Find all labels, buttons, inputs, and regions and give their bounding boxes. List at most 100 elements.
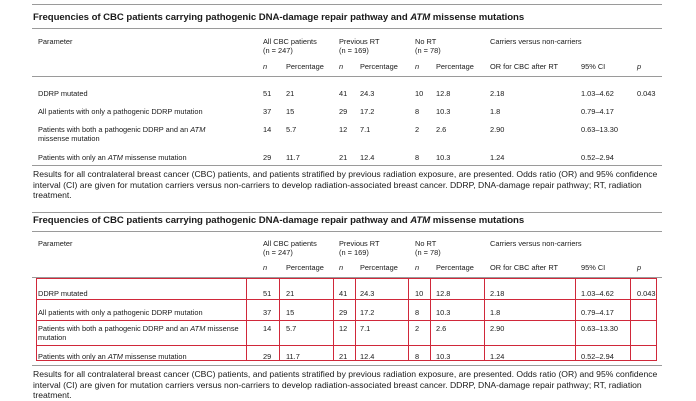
- subheader-p: p: [637, 263, 642, 272]
- table-bottom-rule: [32, 365, 662, 366]
- grid-vline: [279, 278, 280, 360]
- row-ddrp-rt-pct: 24.3: [360, 89, 375, 98]
- subheader-nort-n: n: [415, 263, 420, 272]
- subheader-or: OR for CBC after RT: [490, 263, 559, 272]
- row-ddrp-or: 2.18: [490, 89, 505, 98]
- row-ddrp-or: 2.18: [490, 289, 505, 298]
- subheader-rt-pct: Percentage: [360, 263, 398, 272]
- row-only-atm-all-n: 29: [263, 153, 272, 162]
- row-both-parameter: Patients with both a pathogenic DDRP and…: [38, 324, 239, 342]
- row-ddrp-nort-n: 10: [415, 89, 424, 98]
- row-only-atm-rt-n: 21: [339, 352, 348, 361]
- row-ddrp-ci: 1.03–4.62: [581, 89, 614, 98]
- row-only-ddrp-nort-pct: 10.3: [436, 107, 451, 116]
- row-only-atm-all-n: 29: [263, 352, 272, 361]
- grid-vline: [630, 278, 631, 360]
- grid-vline: [430, 278, 431, 360]
- row-only-ddrp-rt-n: 29: [339, 107, 348, 116]
- row-only-atm-rt-n: 21: [339, 153, 348, 162]
- subheader-all-n: n: [263, 263, 268, 272]
- row-both-nort-n: 2: [415, 324, 420, 333]
- subheader-rt-n: n: [339, 263, 344, 272]
- grid-hline: [36, 345, 657, 346]
- row-both-or: 2.90: [490, 324, 505, 333]
- subheader-nort-pct: Percentage: [436, 263, 474, 272]
- header-all-cbc: All CBC patients: [263, 37, 317, 46]
- header-previous-rt: Previous RT: [339, 239, 380, 248]
- subheader-nort-n: n: [415, 62, 420, 71]
- row-only-atm-all-pct: 11.7: [286, 352, 300, 361]
- subheader-rt-n: n: [339, 62, 344, 71]
- subheader-nort-pct: Percentage: [436, 62, 474, 71]
- row-only-ddrp-or: 1.8: [490, 107, 501, 116]
- row-both-rt-n: 12: [339, 125, 348, 134]
- row-ddrp-nort-pct: 12.8: [436, 289, 451, 298]
- row-both-rt-pct: 7.1: [360, 125, 371, 134]
- row-ddrp-p: 0.043: [637, 89, 656, 98]
- subheader-all-pct: Percentage: [286, 263, 324, 272]
- row-only-ddrp-nort-n: 8: [415, 308, 420, 317]
- row-only-atm-or: 1.24: [490, 352, 505, 361]
- header-carriers: Carriers versus non-carriers: [490, 239, 582, 248]
- grid-vline: [408, 278, 409, 360]
- row-only-atm-rt-pct: 12.4: [360, 153, 375, 162]
- header-rule: [32, 76, 662, 77]
- row-only-ddrp-or: 1.8: [490, 308, 501, 317]
- row-both-ci: 0.63–13.30: [581, 125, 618, 134]
- row-both-or: 2.90: [490, 125, 505, 134]
- header-previous-rt-n: (n = 169): [339, 46, 369, 55]
- grid-vline: [246, 278, 247, 360]
- row-ddrp-all-pct: 21: [286, 89, 295, 98]
- row-ddrp-all-n: 51: [263, 289, 272, 298]
- row-ddrp-rt-n: 41: [339, 89, 348, 98]
- header-all-cbc-n: (n = 247): [263, 248, 293, 257]
- table-caption: Results for all contralateral breast can…: [33, 369, 658, 400]
- row-ddrp-ci: 1.03–4.62: [581, 289, 614, 298]
- row-only-atm-all-pct: 11.7: [286, 153, 300, 162]
- table-bottom-rule: [32, 165, 662, 166]
- row-only-ddrp-all-pct: 15: [286, 308, 295, 317]
- row-ddrp-parameter: DDRP mutated: [38, 289, 88, 298]
- row-only-ddrp-all-pct: 15: [286, 107, 295, 116]
- row-both-all-n: 14: [263, 324, 272, 333]
- row-ddrp-nort-pct: 12.8: [436, 89, 451, 98]
- row-only-ddrp-all-n: 37: [263, 107, 272, 116]
- row-ddrp-all-n: 51: [263, 89, 272, 98]
- table-top-rule: [32, 212, 662, 213]
- row-only-atm-parameter: Patients with only an ATM missense mutat…: [38, 352, 187, 361]
- row-only-atm-ci: 0.52–2.94: [581, 153, 614, 162]
- table-caption: Results for all contralateral breast can…: [33, 169, 658, 200]
- row-only-ddrp-rt-n: 29: [339, 308, 348, 317]
- row-only-ddrp-nort-pct: 10.3: [436, 308, 451, 317]
- row-only-ddrp-parameter: All patients with only a pathogenic DDRP…: [38, 308, 203, 317]
- header-no-rt: No RT: [415, 37, 437, 46]
- row-ddrp-all-pct: 21: [286, 289, 295, 298]
- header-parameter: Parameter: [38, 239, 73, 248]
- row-both-nort-pct: 2.6: [436, 125, 447, 134]
- header-parameter: Parameter: [38, 37, 73, 46]
- title-rule: [32, 231, 662, 232]
- grid-vline: [36, 278, 37, 360]
- grid-hline: [36, 320, 657, 321]
- grid-hline: [36, 360, 657, 361]
- header-previous-rt: Previous RT: [339, 37, 380, 46]
- row-only-ddrp-nort-n: 8: [415, 107, 420, 116]
- row-both-nort-pct: 2.6: [436, 324, 447, 333]
- row-only-ddrp-all-n: 37: [263, 308, 272, 317]
- subheader-all-n: n: [263, 62, 268, 71]
- row-ddrp-rt-pct: 24.3: [360, 289, 375, 298]
- grid-vline: [484, 278, 485, 360]
- row-only-atm-ci: 0.52–2.94: [581, 352, 614, 361]
- row-only-ddrp-rt-pct: 17.2: [360, 107, 375, 116]
- row-only-atm-rt-pct: 12.4: [360, 352, 375, 361]
- row-both-ci: 0.63–13.30: [581, 324, 618, 333]
- table-title: Frequencies of CBC patients carrying pat…: [33, 12, 525, 23]
- header-no-rt-n: (n = 78): [415, 46, 441, 55]
- row-ddrp-p: 0.043: [637, 289, 656, 298]
- subheader-or: OR for CBC after RT: [490, 62, 559, 71]
- title-rule: [32, 28, 662, 29]
- header-previous-rt-n: (n = 169): [339, 248, 369, 257]
- header-no-rt: No RT: [415, 239, 437, 248]
- subheader-rt-pct: Percentage: [360, 62, 398, 71]
- table-top-rule: [32, 4, 662, 5]
